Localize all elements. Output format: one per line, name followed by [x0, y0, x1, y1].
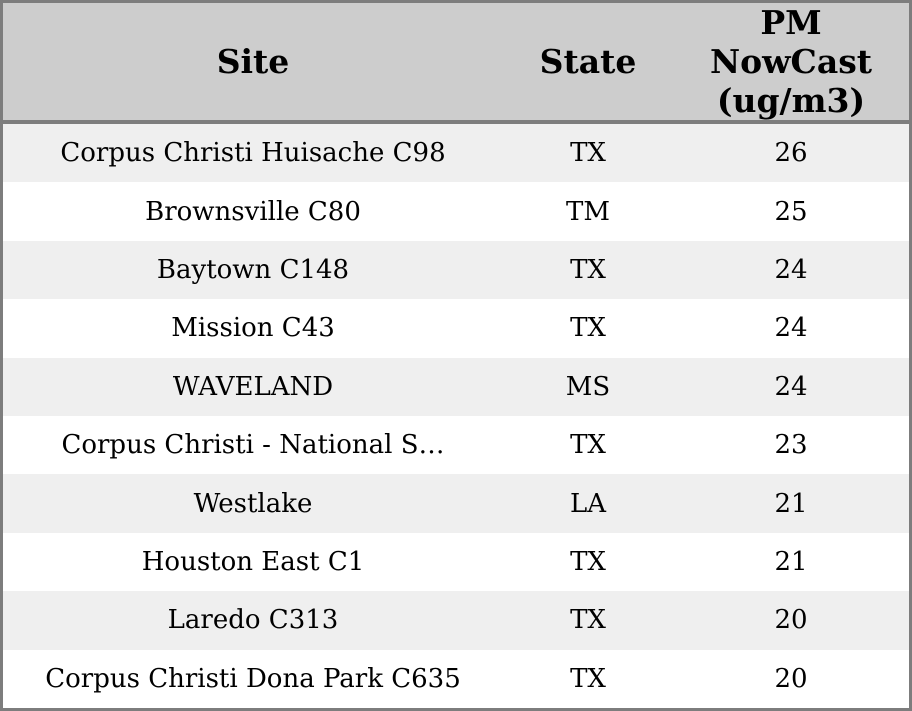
- table-body: Corpus Christi Huisache C98 TX 26 Browns…: [3, 124, 909, 708]
- table-row[interactable]: Baytown C148 TX 24: [3, 240, 909, 300]
- site-cell: Corpus Christi Huisache C98: [60, 138, 446, 169]
- pm-value-cell: 24: [774, 313, 808, 344]
- state-cell: TX: [570, 430, 606, 461]
- site-cell: Laredo C313: [167, 605, 339, 636]
- table-row[interactable]: Westlake LA 21: [3, 474, 909, 533]
- table-row[interactable]: Mission C43 TX 24: [3, 299, 909, 358]
- site-cell: Mission C43: [171, 313, 335, 344]
- state-cell: TX: [570, 313, 606, 344]
- table-row[interactable]: Laredo C313 TX 20: [3, 591, 909, 650]
- column-header-pm-nowcast[interactable]: PM NowCast (ug/m3): [673, 3, 909, 124]
- pm-value-cell: 24: [774, 254, 808, 285]
- pm-value-cell: 24: [774, 371, 808, 402]
- pm-value-cell: 26: [774, 138, 808, 169]
- site-cell: Houston East C1: [141, 546, 365, 577]
- state-cell: TX: [570, 605, 606, 636]
- site-cell: Baytown C148: [156, 254, 350, 285]
- state-cell: TM: [566, 196, 610, 227]
- pm-nowcast-table: Site State PM NowCast (ug/m3) Corpus Chr…: [3, 3, 909, 708]
- pm-value-cell: 20: [774, 605, 808, 636]
- state-cell: TX: [570, 546, 606, 577]
- pm-value-cell: 21: [774, 488, 808, 519]
- state-cell: TX: [570, 138, 606, 169]
- column-header-site[interactable]: Site: [3, 3, 503, 124]
- table-row[interactable]: WAVELAND MS 24: [3, 357, 909, 416]
- pm-value-cell: 21: [774, 546, 808, 577]
- site-cell: Corpus Christi - National S…: [61, 430, 445, 461]
- state-cell: TX: [570, 663, 606, 694]
- site-cell: Corpus Christi Dona Park C635: [45, 663, 461, 694]
- state-cell: LA: [569, 488, 607, 519]
- table-row[interactable]: Corpus Christi - National S… TX 23: [3, 415, 909, 475]
- table-row[interactable]: Corpus Christi Dona Park C635 TX 20: [3, 649, 909, 708]
- table-row[interactable]: Houston East C1 TX 21: [3, 532, 909, 592]
- pm-value-cell: 25: [774, 196, 808, 227]
- table-row[interactable]: Brownsville C80 TM 25: [3, 182, 909, 241]
- site-cell: Westlake: [193, 488, 313, 519]
- site-cell: WAVELAND: [172, 371, 334, 402]
- pm-value-cell: 23: [774, 430, 808, 461]
- header-row: Site State PM NowCast (ug/m3): [3, 3, 909, 124]
- site-cell: Brownsville C80: [145, 196, 361, 227]
- state-cell: TX: [570, 254, 606, 285]
- table-row[interactable]: Corpus Christi Huisache C98 TX 26: [3, 124, 909, 183]
- state-cell: MS: [565, 371, 611, 402]
- pm-value-cell: 20: [774, 663, 808, 694]
- column-header-state[interactable]: State: [503, 3, 673, 124]
